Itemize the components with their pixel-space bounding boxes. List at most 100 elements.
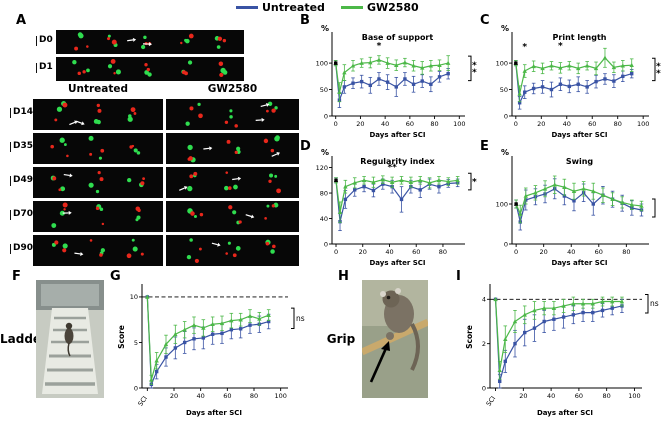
gw2580-line-swatch (340, 6, 363, 9)
arrow-annotation (369, 341, 390, 383)
svg-text:*: * (472, 68, 477, 78)
svg-text:*: * (656, 62, 661, 72)
svg-text:80: 80 (603, 392, 611, 400)
untreated-line-swatch (236, 6, 258, 9)
svg-text:80: 80 (250, 392, 258, 400)
svg-text:20: 20 (356, 120, 364, 128)
panel-letter-B: B (300, 13, 310, 28)
row-label-D49: D49 (10, 175, 33, 186)
svg-text:60: 60 (575, 392, 583, 400)
svg-text:80: 80 (622, 248, 630, 256)
svg-text:*: * (558, 41, 563, 51)
panel-letter-G: G (110, 269, 121, 284)
svg-text:100: 100 (637, 120, 649, 128)
svg-text:Swing: Swing (566, 157, 594, 166)
svg-text:%: % (501, 24, 509, 33)
svg-text:50: 50 (500, 86, 508, 94)
svg-text:**: ** (387, 163, 397, 173)
svg-text:Base of support: Base of support (362, 33, 434, 42)
svg-text:100: 100 (628, 392, 640, 400)
ladder-photo (36, 280, 104, 398)
svg-text:0: 0 (334, 248, 338, 256)
svg-text:Score: Score (117, 325, 126, 349)
svg-text:%: % (321, 24, 329, 33)
svg-text:40: 40 (385, 248, 393, 256)
svg-text:4: 4 (482, 296, 486, 304)
svg-text:0: 0 (134, 384, 138, 392)
row-label-D0: D0 (36, 35, 53, 46)
row-label-D35: D35 (10, 141, 33, 152)
footprint-strip-D35-gw2580 (166, 133, 299, 164)
grip-photo (362, 280, 428, 398)
svg-text:60: 60 (406, 120, 414, 128)
footprint-strip-D49-gw2580 (166, 167, 299, 198)
legend-label-gw2580: GW2580 (366, 1, 419, 14)
svg-text:Days after SCI: Days after SCI (551, 259, 607, 267)
footprint-strip-D0 (56, 30, 244, 54)
svg-text:ns: ns (650, 299, 659, 308)
svg-text:*: * (522, 42, 527, 52)
svg-text:Print length: Print length (553, 33, 607, 42)
svg-text:10: 10 (130, 293, 138, 301)
svg-text:80: 80 (320, 189, 328, 197)
svg-text:*: * (656, 69, 661, 79)
panel-letter-F: F (12, 269, 21, 284)
svg-text:2: 2 (482, 340, 486, 348)
ladder-caption: Ladder (0, 332, 47, 346)
panel-letter-I: I (456, 269, 461, 284)
svg-text:ns: ns (296, 314, 305, 323)
footprint-strip-D90-gw2580 (166, 235, 299, 266)
legend-label-untreated: Untreated (262, 1, 325, 14)
svg-text:Days after SCI: Days after SCI (186, 409, 242, 417)
footprint-strip-D70-untreated (33, 201, 163, 232)
chart-ladder-score: 0 5 10 SCI 20 40 60 80 100 Score Days after SCI ns (117, 284, 305, 417)
panel-letter-C: C (480, 13, 490, 28)
svg-text:0: 0 (514, 248, 518, 256)
svg-text:50: 50 (320, 86, 328, 94)
svg-text:40: 40 (320, 215, 328, 223)
row-label-D90: D90 (10, 243, 33, 254)
svg-text:5: 5 (134, 339, 138, 347)
svg-text:Days after SCI: Days after SCI (369, 259, 425, 267)
svg-text:SCI: SCI (136, 395, 149, 408)
panel-letter-D: D (300, 139, 311, 154)
svg-text:40: 40 (547, 392, 555, 400)
svg-text:20: 20 (170, 392, 178, 400)
panel-letter-H: H (338, 269, 349, 284)
footprint-strip-D1 (56, 57, 244, 81)
svg-text:100: 100 (496, 59, 508, 67)
svg-text:20: 20 (537, 120, 545, 128)
svg-text:60: 60 (223, 392, 231, 400)
svg-text:100: 100 (274, 392, 286, 400)
svg-text:SCI: SCI (485, 395, 498, 408)
footprint-strip-D35-untreated (33, 133, 163, 164)
svg-text:100: 100 (496, 200, 508, 208)
svg-text:40: 40 (381, 120, 389, 128)
row-label-D1: D1 (36, 62, 53, 73)
svg-text:*: * (472, 61, 477, 71)
footprint-strip-D90-untreated (33, 235, 163, 266)
column-header-gw2580: GW2580 (207, 83, 258, 95)
legend-item-untreated: Untreated (236, 1, 325, 14)
svg-text:Score: Score (465, 325, 474, 349)
svg-text:0: 0 (504, 240, 508, 248)
svg-text:20: 20 (359, 248, 367, 256)
svg-text:Regularity index: Regularity index (360, 157, 435, 166)
svg-text:40: 40 (563, 120, 571, 128)
column-header-untreated: Untreated (67, 83, 129, 95)
svg-text:0: 0 (504, 112, 508, 120)
footprint-strip-D14-gw2580 (166, 99, 299, 130)
svg-text:%: % (321, 148, 329, 157)
svg-text:60: 60 (595, 248, 603, 256)
svg-text:80: 80 (430, 120, 438, 128)
svg-text:20: 20 (519, 392, 527, 400)
svg-text:80: 80 (614, 120, 622, 128)
svg-text:0: 0 (514, 120, 518, 128)
svg-text:100: 100 (453, 120, 465, 128)
chart-swing: 0 100 0 20 40 60 80 Swing% Days after SCI (496, 148, 656, 267)
legend: Untreated GW2580 (236, 1, 419, 14)
grip-caption: Grip (326, 332, 356, 346)
row-label-D70: D70 (10, 209, 33, 220)
